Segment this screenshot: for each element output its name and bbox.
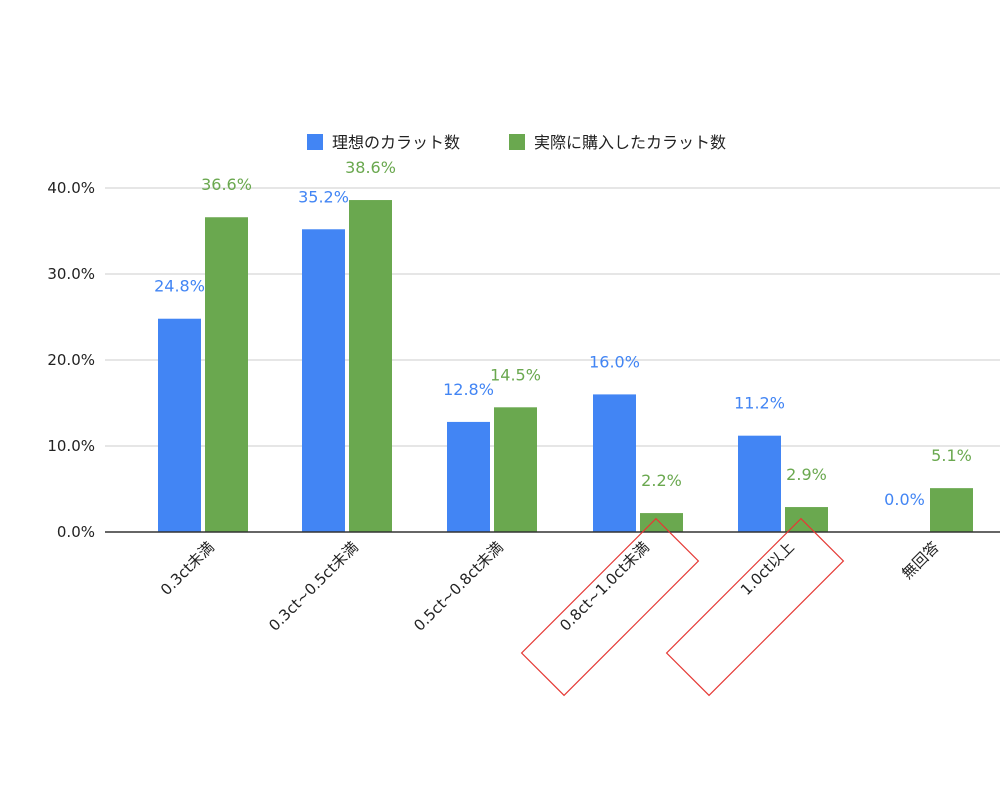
bar-ideal (158, 318, 201, 532)
bar-actual (494, 407, 537, 532)
y-tick-label: 20.0% (47, 351, 95, 369)
legend: 理想のカラット数 実際に購入したカラット数 (307, 133, 726, 152)
data-label: 24.8% (154, 277, 205, 296)
x-tick-label: 1.0ct以上 (737, 538, 798, 599)
data-label: 14.5% (490, 365, 541, 384)
data-label: 16.0% (589, 352, 640, 371)
bar-ideal (738, 435, 781, 532)
bar-ideal (593, 394, 636, 532)
grid-lines (105, 187, 1000, 447)
data-label: 2.9% (786, 465, 827, 484)
x-tick-label: 0.3ct~0.5ct未満 (265, 538, 362, 635)
data-label: 38.6% (345, 158, 396, 177)
data-label: 11.2% (734, 394, 785, 413)
bar-ideal (447, 421, 490, 532)
data-label: 36.6% (201, 175, 252, 194)
y-axis: 0.0% 10.0% 20.0% 30.0% 40.0% (47, 179, 95, 541)
legend-label-actual: 実際に購入したカラット数 (534, 133, 726, 152)
data-label: 12.8% (443, 380, 494, 399)
bar-actual (640, 513, 683, 532)
x-tick-label: 0.8ct~1.0ct未満 (556, 538, 653, 635)
data-label: 5.1% (931, 446, 972, 465)
x-tick-label: 無回答 (898, 538, 943, 583)
y-tick-label: 30.0% (47, 265, 95, 283)
y-tick-label: 40.0% (47, 179, 95, 197)
bar-actual (349, 200, 392, 533)
data-label: 0.0% (884, 490, 925, 509)
bars (158, 200, 973, 533)
highlight-box (665, 517, 845, 697)
legend-swatch-ideal (307, 134, 323, 150)
data-label: 2.2% (641, 471, 682, 490)
legend-label-ideal: 理想のカラット数 (332, 133, 460, 152)
y-tick-label: 10.0% (47, 437, 95, 455)
x-axis: 0.3ct未満 0.3ct~0.5ct未満 0.5ct~0.8ct未満 0.8ct~1… (105, 517, 1000, 697)
x-tick-label: 0.5ct~0.8ct未満 (410, 538, 507, 635)
bar-actual (930, 488, 973, 532)
legend-swatch-actual (509, 134, 525, 150)
data-labels: 24.8% 35.2% 12.8% 16.0% 11.2% 0.0% 36.6% 38.6% 1… (154, 158, 972, 509)
x-tick-label: 0.3ct未満 (157, 538, 218, 599)
y-tick-label: 0.0% (57, 523, 95, 541)
bar-actual (205, 217, 248, 533)
highlight-box (520, 517, 700, 697)
bar-ideal (302, 229, 345, 532)
data-label: 35.2% (298, 187, 349, 206)
